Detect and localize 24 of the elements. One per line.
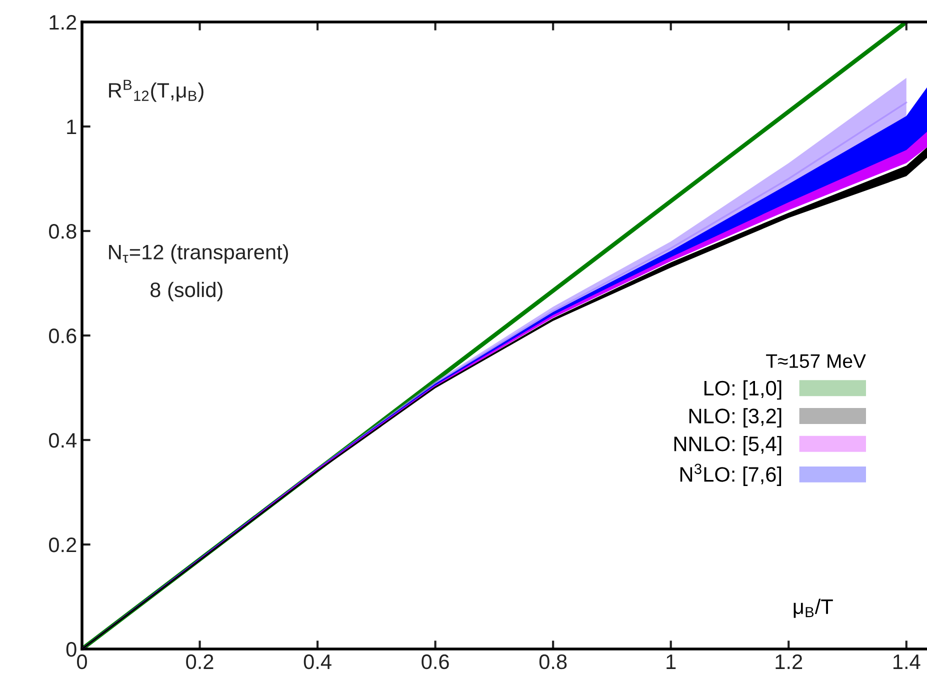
- x-tick-label: 1: [666, 654, 676, 669]
- y-tick-label: 1.2: [50, 15, 76, 30]
- annotation: N$_{τ}$=12 (transparent): [109, 244, 288, 264]
- legend-label: NNLO: [5,4]: [674, 436, 782, 456]
- annotation: R$^{B}$$_{12}$(T,μ$_{B}$): [109, 80, 204, 102]
- y-tick-label: 0.6: [48, 328, 76, 344]
- x-tick-label: 1.2: [776, 654, 802, 669]
- legend-label: N$^{3}$LO: [7,6]: [680, 464, 782, 486]
- x-tick-label: 0.6: [422, 654, 449, 670]
- x-tick-label: 1.4: [894, 654, 920, 669]
- x-tick-label: 0.4: [304, 654, 332, 670]
- x-tick-label: 0.2: [186, 654, 214, 670]
- y-tick-label: 0.4: [48, 433, 77, 448]
- x-axis-title: μ$_{B}$/T: [794, 598, 833, 618]
- y-tick-label: 1: [67, 120, 76, 134]
- y-tick-label: 0.2: [48, 538, 76, 552]
- y-tick-label: 0.8: [48, 224, 76, 239]
- y-tick-label: 0: [66, 642, 76, 657]
- x-tick-label: 0.8: [539, 654, 567, 670]
- annotation: 8 (solid): [150, 282, 222, 302]
- legend-label: LO: [1,0]: [704, 380, 782, 400]
- legend-label: NLO: [3,2]: [689, 408, 782, 428]
- x-tick-label: 0: [77, 654, 87, 670]
- legend-title: T≈157 MeV: [766, 354, 866, 368]
